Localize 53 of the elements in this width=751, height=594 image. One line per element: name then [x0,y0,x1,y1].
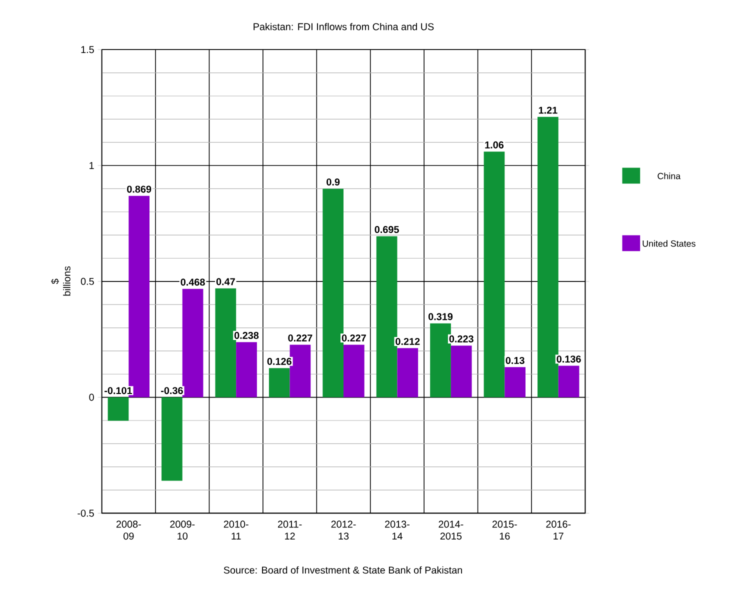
data-label: 1.21 [538,106,558,114]
bar [450,346,472,398]
y-tick-label: 0 [89,394,94,402]
bar [215,288,236,398]
data-label: 0.238 [234,332,259,340]
data-label: 0.223 [449,336,474,343]
bar [376,236,398,398]
source-note: Source: Board of Investment & State Bank of Pakistan [224,566,462,574]
x-tick-label: 2016-17 [546,520,571,540]
bar [558,366,580,398]
y-tick-label: 1 [90,162,94,170]
y-axis-title: $ billions [51,266,70,296]
data-label: 0.695 [374,226,399,234]
data-label: 0.319 [428,313,453,320]
legend-label: United States [642,240,696,247]
bar [504,367,526,398]
data-label: 0.126 [267,358,292,366]
bar [108,398,129,421]
data-label: -0.101 [104,387,132,394]
data-label: -0.36 [161,387,183,394]
bar [182,289,204,398]
bar [538,117,558,398]
bar [344,344,364,398]
x-tick-label: 2011-12 [278,520,302,540]
data-label: 0.13 [506,357,524,364]
x-tick-label: 2009-10 [170,520,195,540]
data-label: 0.9 [326,178,340,186]
bar [268,368,290,398]
data-label: 0.869 [127,186,152,193]
data-label: 0.136 [556,356,581,363]
data-label: 0.212 [396,338,420,346]
legend-label: China [658,172,681,180]
x-tick-label: 2013-14 [385,520,410,540]
x-tick-label: 2015-16 [492,520,517,540]
bar [484,152,505,398]
x-tick-label: 2012-13 [331,520,356,540]
data-label: 0.468 [180,278,205,286]
x-tick-label: 2008-09 [116,520,141,540]
bar [430,324,451,398]
bar [397,348,418,398]
data-label: 0.47 [216,278,235,286]
x-tick-label: 2010-11 [224,520,248,540]
bar [290,344,311,398]
y-tick-label: 0.5 [80,278,94,286]
bar [236,342,257,398]
data-label: 0.227 [342,334,366,342]
x-tick-label: 2014-2015 [438,520,464,540]
bar [162,398,182,481]
chart-title: Pakistan: FDI Inflows from China and US [254,23,434,30]
y-tick-label: 1.5 [81,46,94,54]
data-label: 1.06 [485,142,504,149]
data-label: 0.227 [288,334,312,342]
y-tick-label: -0.5 [78,510,94,517]
